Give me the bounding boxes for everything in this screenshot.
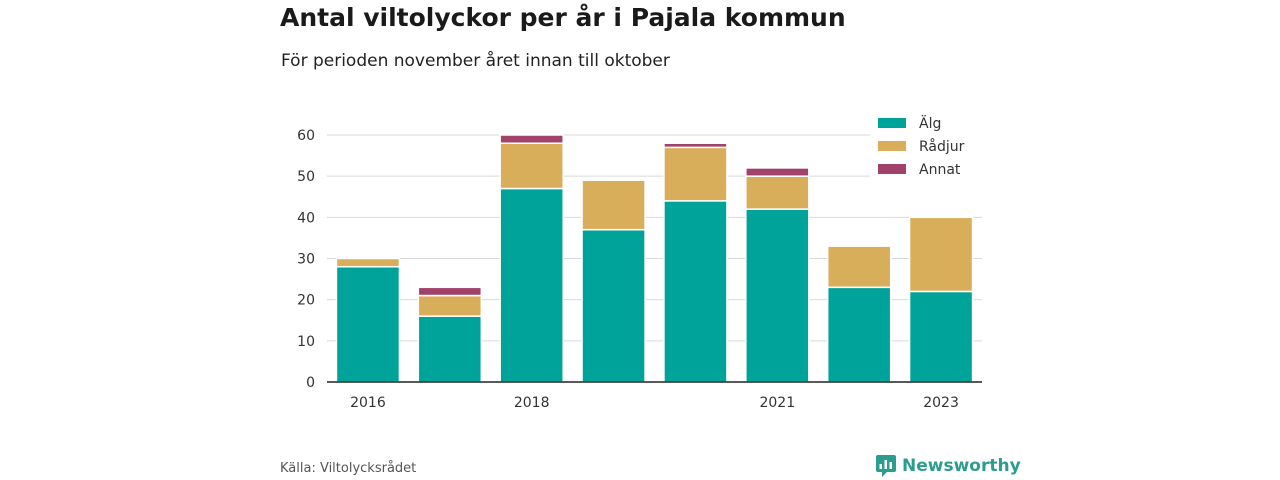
chart-title: Antal viltolyckor per år i Pajala kommun	[280, 3, 846, 32]
y-tick-label: 30	[297, 252, 315, 268]
bar-segment	[499, 142, 564, 190]
x-tick-label: 2021	[759, 395, 795, 411]
bar-segment	[335, 265, 401, 383]
legend-label: Annat	[919, 162, 961, 178]
bar-segment	[826, 245, 892, 289]
newsworthy-brand[interactable]: Newsworthy	[876, 455, 1021, 477]
bar-segment	[745, 208, 810, 383]
x-tick-label: 2023	[923, 395, 959, 411]
newsworthy-logo-icon	[876, 455, 896, 477]
legend-swatch	[878, 141, 906, 151]
x-tick-label: 2018	[514, 395, 550, 411]
bar-segment	[663, 142, 728, 149]
bar-segment	[417, 315, 483, 383]
legend-label: Rådjur	[919, 138, 965, 155]
bar-segment	[745, 175, 810, 210]
y-tick-label: 20	[297, 293, 315, 309]
bar-segment	[663, 146, 728, 202]
y-tick-label: 40	[297, 210, 315, 226]
chart-subtitle: För perioden november året innan till ok…	[281, 51, 670, 71]
source-note: Källa: Viltolycksrådet	[280, 461, 417, 476]
bar-segment	[499, 187, 564, 383]
bar-segment	[826, 286, 892, 383]
bar-segment	[663, 200, 728, 383]
x-tick-label: 2016	[350, 395, 386, 411]
y-tick-label: 50	[297, 169, 315, 185]
bar-segment	[499, 134, 564, 144]
y-tick-label: 60	[297, 128, 315, 144]
brand-name: Newsworthy	[902, 456, 1021, 476]
bar-segment	[908, 290, 974, 383]
legend-swatch	[878, 118, 906, 128]
bar-segment	[581, 228, 646, 383]
legend-label: Älg	[919, 114, 941, 132]
bar-segment	[417, 286, 483, 297]
legend-swatch	[878, 164, 906, 174]
bar-segment	[908, 216, 974, 293]
y-tick-label: 10	[297, 334, 315, 350]
y-tick-label: 0	[306, 375, 315, 391]
bar-segment	[335, 257, 401, 268]
bar-segment	[417, 294, 483, 317]
bar-segment	[745, 167, 810, 177]
bar-segment	[581, 179, 646, 231]
